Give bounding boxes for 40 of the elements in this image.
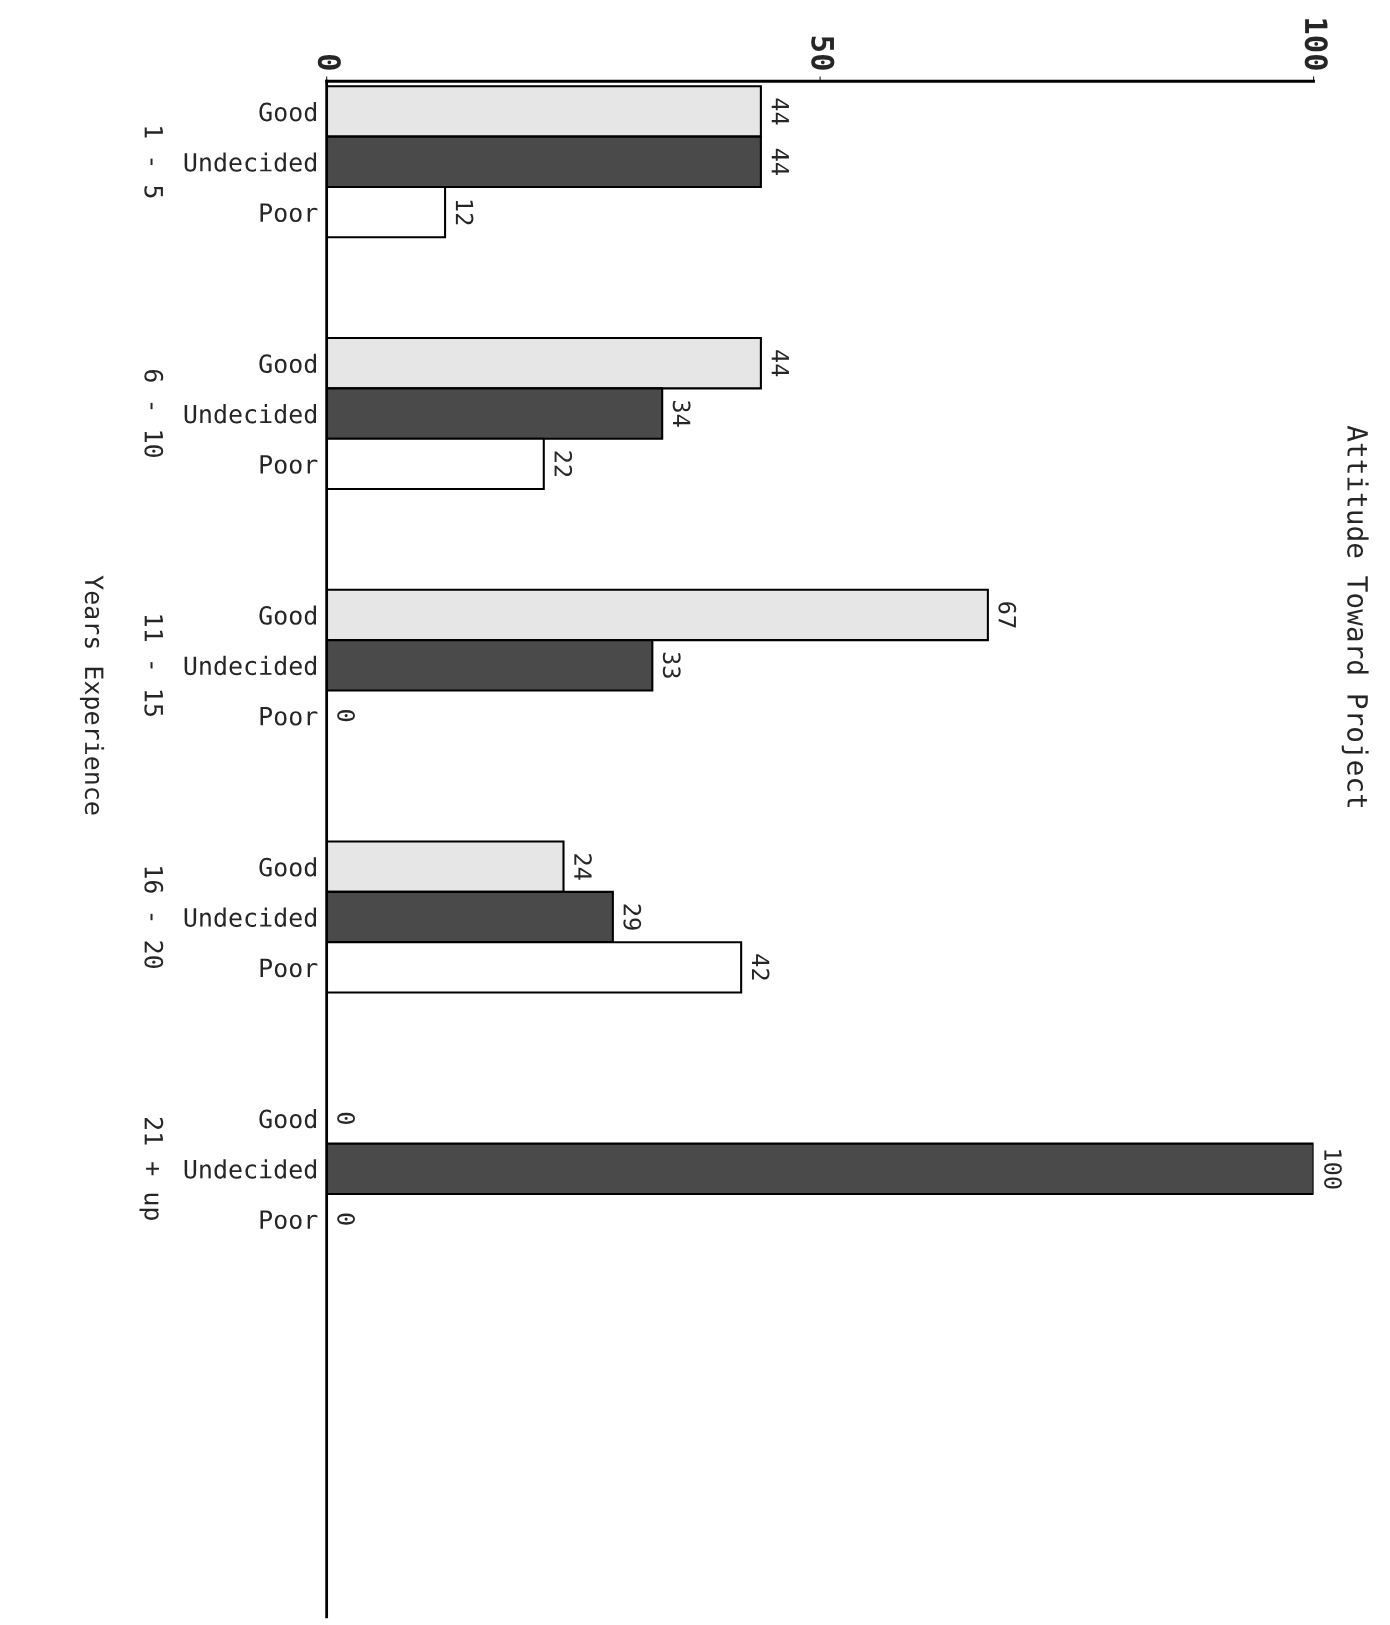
series-label: Poor [260, 203, 318, 223]
data-label: 42 [751, 954, 770, 980]
data-label: 12 [455, 200, 474, 225]
data-label: 0 [337, 1213, 356, 1225]
data-label: 34 [672, 400, 691, 427]
data-label: 33 [662, 652, 681, 678]
data-label: 67 [998, 602, 1017, 628]
data-label: 0 [337, 1112, 356, 1124]
x-tick-label: 0 [317, 54, 341, 70]
text: Attitude Toward Project [1341, 425, 1369, 808]
series-label: Undecided [184, 152, 316, 172]
y-axis-title: Years Experience [79, 575, 105, 815]
y-tick-label: 6 - 10 [144, 370, 164, 458]
series-label: Good [259, 102, 316, 122]
text: Undecided [184, 404, 316, 424]
text: Poor [260, 455, 318, 474]
data-label: 44 [771, 350, 789, 377]
data-label: 44 [771, 98, 789, 125]
text: Undecided [184, 907, 316, 927]
y-tick-label: 11 - 15 [144, 615, 163, 716]
data-label: 0 [337, 710, 356, 722]
text: Good [259, 857, 316, 877]
text: Good [259, 1108, 316, 1129]
data-label: 44 [771, 148, 789, 175]
data-label: 29 [623, 904, 642, 930]
text: Undecided [184, 655, 316, 676]
x-tick-label: 100 [1304, 19, 1328, 70]
text: Good [259, 353, 316, 374]
text: Poor [260, 706, 318, 726]
y-tick-label: 1 - 5 [144, 127, 163, 198]
data-label: 24 [574, 854, 592, 880]
data-label: 22 [554, 451, 573, 477]
text: Good [259, 605, 316, 625]
text: Poor [260, 958, 318, 978]
x-tick-label: 50 [811, 36, 835, 70]
text: Poor [260, 1210, 318, 1230]
y-tick-label: 16 - 20 [144, 867, 164, 969]
data-label: 100 [1324, 1150, 1342, 1189]
y-tick-label: 21 + up [139, 1117, 164, 1220]
text: Undecided [184, 1159, 316, 1179]
